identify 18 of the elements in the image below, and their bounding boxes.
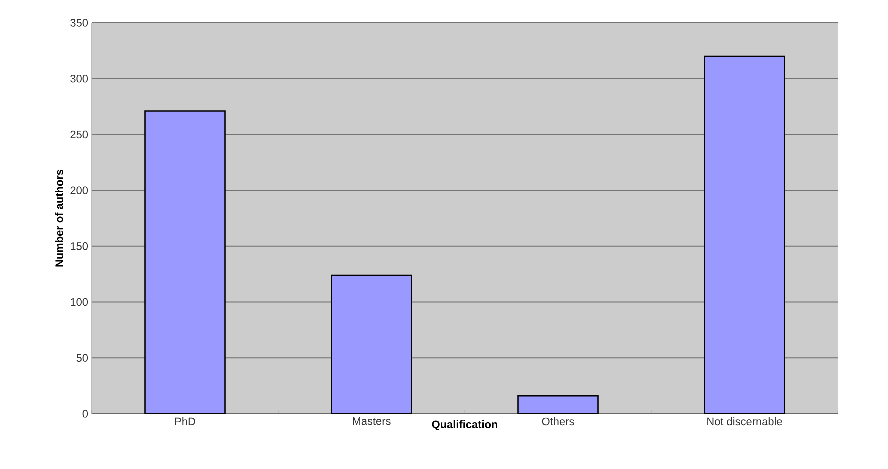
y-tick-label: 200: [70, 186, 88, 194]
y-tick-label: 0: [82, 410, 88, 418]
y-axis-title: Number of authors: [55, 170, 64, 267]
y-tick-label: 150: [71, 242, 88, 250]
bar: [518, 395, 599, 414]
y-tick-label: 350: [70, 19, 88, 27]
bar: [144, 110, 226, 414]
y-tick-label: 250: [70, 130, 88, 139]
bar: [704, 56, 786, 414]
y-tick-label: 300: [70, 74, 88, 83]
x-tick-label: Not discernable: [708, 418, 782, 426]
x-tick-label: PhD: [175, 418, 196, 426]
y-tick-label: 50: [76, 354, 88, 362]
y-tick-label: 100: [71, 298, 88, 306]
x-tick-label: Masters: [353, 418, 391, 426]
x-axis-title: Qualification: [432, 420, 498, 431]
bar: [331, 274, 412, 414]
x-tick-label: Others: [542, 418, 574, 426]
